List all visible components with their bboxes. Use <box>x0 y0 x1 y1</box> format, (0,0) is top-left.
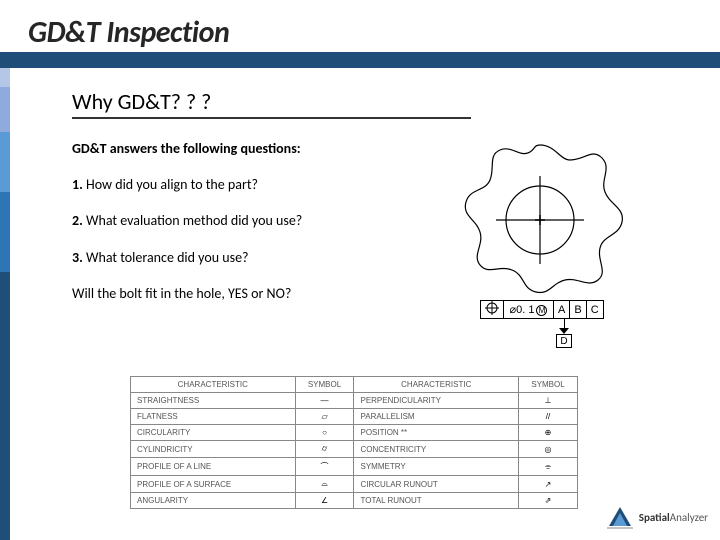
logo-icon <box>605 504 635 530</box>
feature-control-frame: ⌀0. 1M A B C <box>480 300 604 319</box>
char-symbol: ⌭ <box>295 441 354 458</box>
position-icon <box>485 301 499 315</box>
table-row: CYLINDRICITY⌭CONCENTRICITY◎ <box>131 441 578 458</box>
table-row: PROFILE OF A LINE⌒SYMMETRY⌯ <box>131 458 578 476</box>
fcf-datum-b: B <box>570 301 586 319</box>
char-symbol: ⇗ <box>519 493 578 509</box>
fcf-tolerance-cell: ⌀0. 1M <box>504 301 554 319</box>
closing-text: Will the bolt fit in the hole, YES or NO… <box>72 285 412 303</box>
table-row: FLATNESS▱PARALLELISM// <box>131 409 578 425</box>
char-symbol: ▱ <box>295 409 354 425</box>
char-symbol: ⌯ <box>519 458 578 476</box>
table-row: CIRCULARITY○POSITION **⊕ <box>131 425 578 441</box>
fcf-symbol-cell <box>481 301 504 319</box>
lobed-part-svg <box>440 130 640 300</box>
fcf-datum-a: A <box>554 301 570 319</box>
question-1: 1. How did you align to the part? <box>72 176 412 194</box>
char-symbol: ⊕ <box>519 425 578 441</box>
char-name: CIRCULAR RUNOUT <box>354 476 519 493</box>
char-symbol: — <box>295 393 354 409</box>
datum-flag: D <box>556 318 572 348</box>
char-symbol: ∠ <box>295 493 354 509</box>
table-header-row: CHARACTERISTIC SYMBOL CHARACTERISTIC SYM… <box>131 377 578 393</box>
lead-text: GD&T answers the following questions: <box>72 140 412 158</box>
table-row: ANGULARITY∠TOTAL RUNOUT⇗ <box>131 493 578 509</box>
characteristic-table: CHARACTERISTIC SYMBOL CHARACTERISTIC SYM… <box>130 376 578 509</box>
slide: GD&T Inspection Why GD&T? ? ? GD&T answe… <box>0 0 720 540</box>
col-header: CHARACTERISTIC <box>354 377 519 393</box>
char-name: PERPENDICULARITY <box>354 393 519 409</box>
body-text: GD&T answers the following questions: 1.… <box>72 140 412 321</box>
table-row: STRAIGHTNESS—PERPENDICULARITY⊥ <box>131 393 578 409</box>
fcf-datum-c: C <box>586 301 603 319</box>
page-title: GD&T Inspection <box>28 14 229 51</box>
char-name: STRAIGHTNESS <box>131 393 296 409</box>
datum-flag-label: D <box>556 334 572 348</box>
sub-heading: Why GD&T? ? ? <box>72 88 471 119</box>
char-symbol: ⊥ <box>519 393 578 409</box>
title-underline <box>0 52 720 68</box>
logo: SpatialAnalyzer <box>605 504 708 530</box>
char-name: PARALLELISM <box>354 409 519 425</box>
char-name: PROFILE OF A SURFACE <box>131 476 296 493</box>
char-symbol: // <box>519 409 578 425</box>
fcf-table: ⌀0. 1M A B C <box>480 300 604 319</box>
part-diagram <box>440 130 670 305</box>
table-row: PROFILE OF A SURFACE⌓CIRCULAR RUNOUT↗ <box>131 476 578 493</box>
char-name: CIRCULARITY <box>131 425 296 441</box>
char-name: CYLINDRICITY <box>131 441 296 458</box>
logo-text: SpatialAnalyzer <box>639 511 708 524</box>
char-name: PROFILE OF A LINE <box>131 458 296 476</box>
char-name: SYMMETRY <box>354 458 519 476</box>
col-header: SYMBOL <box>295 377 354 393</box>
char-symbol: ○ <box>295 425 354 441</box>
char-name: FLATNESS <box>131 409 296 425</box>
left-accent-bar <box>0 52 10 540</box>
char-symbol: ↗ <box>519 476 578 493</box>
char-table: CHARACTERISTIC SYMBOL CHARACTERISTIC SYM… <box>130 376 578 509</box>
col-header: CHARACTERISTIC <box>131 377 296 393</box>
char-symbol: ⌓ <box>295 476 354 493</box>
question-3: 3. What tolerance did you use? <box>72 249 412 267</box>
char-name: POSITION ** <box>354 425 519 441</box>
char-name: TOTAL RUNOUT <box>354 493 519 509</box>
char-symbol: ◎ <box>519 441 578 458</box>
question-2: 2. What evaluation method did you use? <box>72 212 412 230</box>
char-symbol: ⌒ <box>295 458 354 476</box>
char-name: CONCENTRICITY <box>354 441 519 458</box>
char-name: ANGULARITY <box>131 493 296 509</box>
col-header: SYMBOL <box>519 377 578 393</box>
